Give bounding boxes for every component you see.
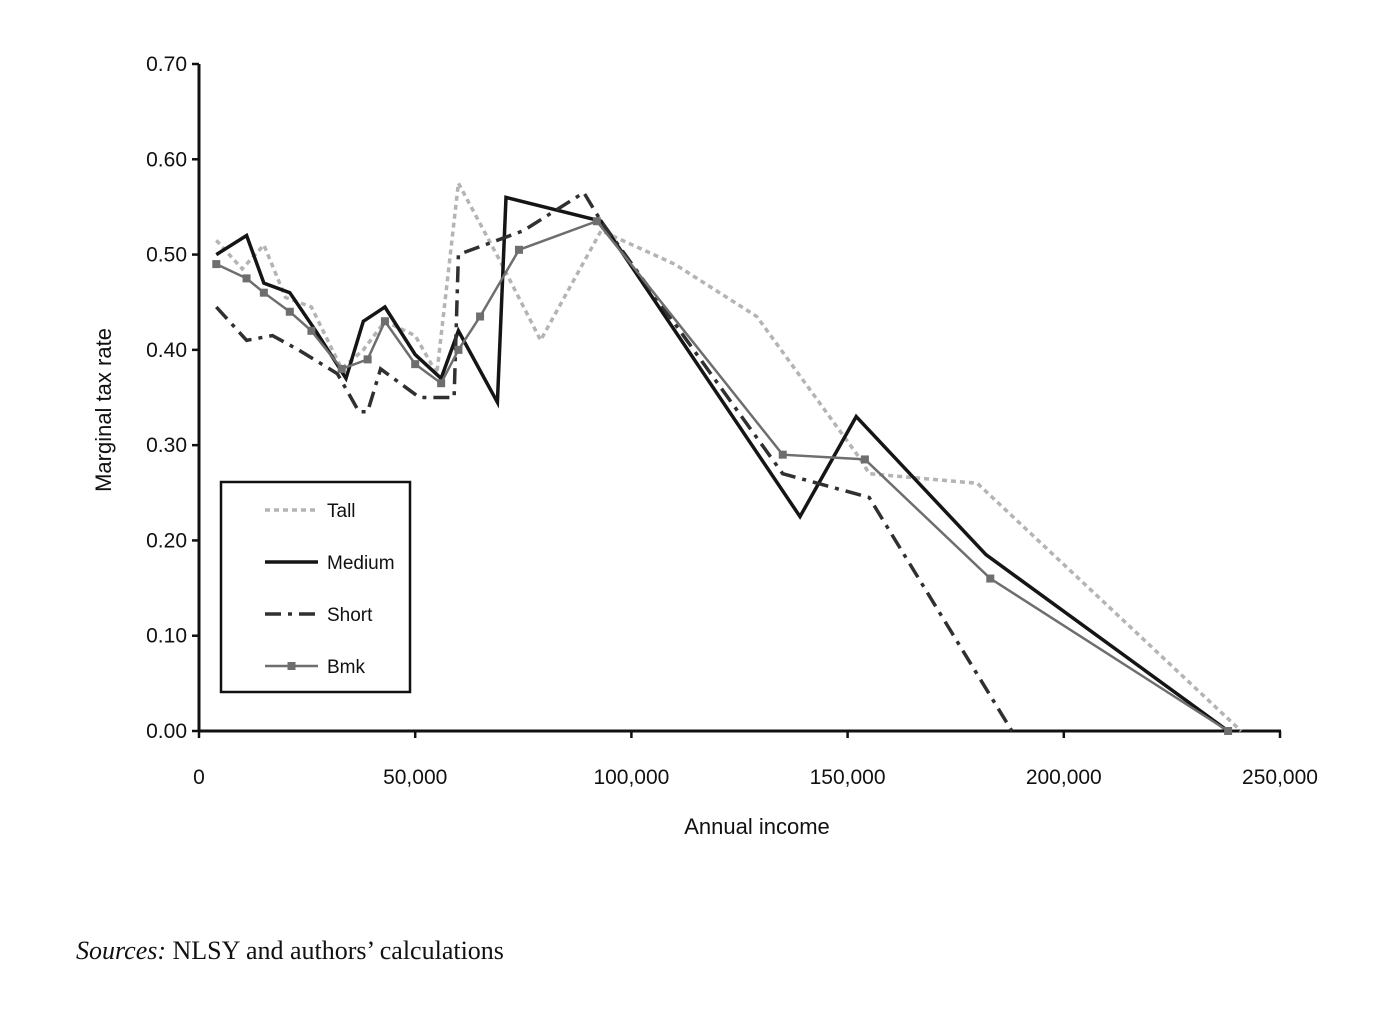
axes: 0.00 0.10 0.20 0.30 0.40 0.50 0.60 0.70 0 50,000 1… (146, 53, 1318, 789)
series-line-medium (215, 195, 1230, 733)
series-marker-bmk (242, 274, 251, 283)
series-marker-bmk (437, 379, 446, 388)
x-tick-label: 250,000 (1242, 766, 1318, 789)
series-marker-bmk (860, 455, 869, 464)
series-marker-bmk (454, 345, 463, 354)
legend-marker-bmk (287, 662, 296, 670)
y-tick-label: 0.00 (146, 720, 187, 743)
legend-label-medium: Medium (327, 553, 395, 574)
series-marker-bmk (363, 355, 372, 364)
y-tick-label: 0.10 (146, 625, 187, 648)
y-tick-label: 0.70 (146, 53, 187, 76)
plot-area (212, 177, 1243, 735)
series-marker-bmk (337, 364, 346, 373)
series-marker-bmk (411, 360, 420, 369)
series-marker-bmk (476, 312, 485, 321)
x-tick-label: 100,000 (593, 766, 669, 789)
source-label: Sources: (76, 936, 167, 965)
x-tick-label: 150,000 (810, 766, 886, 789)
legend-label-tall: Tall (327, 501, 356, 522)
series-line-bmk (215, 219, 1229, 733)
legend-box (219, 480, 412, 694)
x-axis-title: Annual income (684, 814, 830, 839)
y-tick-label: 0.30 (146, 434, 187, 457)
y-tick-label: 0.20 (146, 529, 187, 552)
x-tick-label: 200,000 (1026, 766, 1102, 789)
y-tick-label: 0.40 (146, 339, 187, 362)
x-tick-label: 0 (193, 766, 205, 789)
source-text: NLSY and authors’ calculations (166, 936, 504, 965)
series-marker-bmk (285, 307, 294, 316)
series-marker-bmk (986, 574, 995, 583)
series-marker-bmk (778, 450, 787, 459)
line-chart: 0.00 0.10 0.20 0.30 0.40 0.50 0.60 0.70 0 50,000 1… (91, 53, 1318, 839)
y-tick-label: 0.60 (146, 148, 187, 171)
series-marker-bmk (1224, 727, 1233, 735)
y-tick-label: 0.50 (146, 244, 187, 267)
series-marker-bmk (380, 317, 389, 326)
legend-label-bmk: Bmk (327, 657, 366, 678)
source-note: Sources: NLSY and authors’ calculations (76, 936, 504, 966)
series-marker-bmk (259, 288, 268, 297)
series-marker-bmk (212, 260, 221, 269)
series-marker-bmk (514, 245, 523, 254)
series-line-short (215, 190, 1014, 732)
y-axis-title: Marginal tax rate (91, 328, 116, 492)
series-line-tall (215, 177, 1243, 733)
series-marker-bmk (307, 326, 316, 335)
x-tick-label: 50,000 (383, 766, 447, 789)
legend-label-short: Short (327, 605, 373, 626)
series-marker-bmk (592, 217, 601, 226)
legend: Tall Medium Short Bmk (219, 480, 412, 694)
